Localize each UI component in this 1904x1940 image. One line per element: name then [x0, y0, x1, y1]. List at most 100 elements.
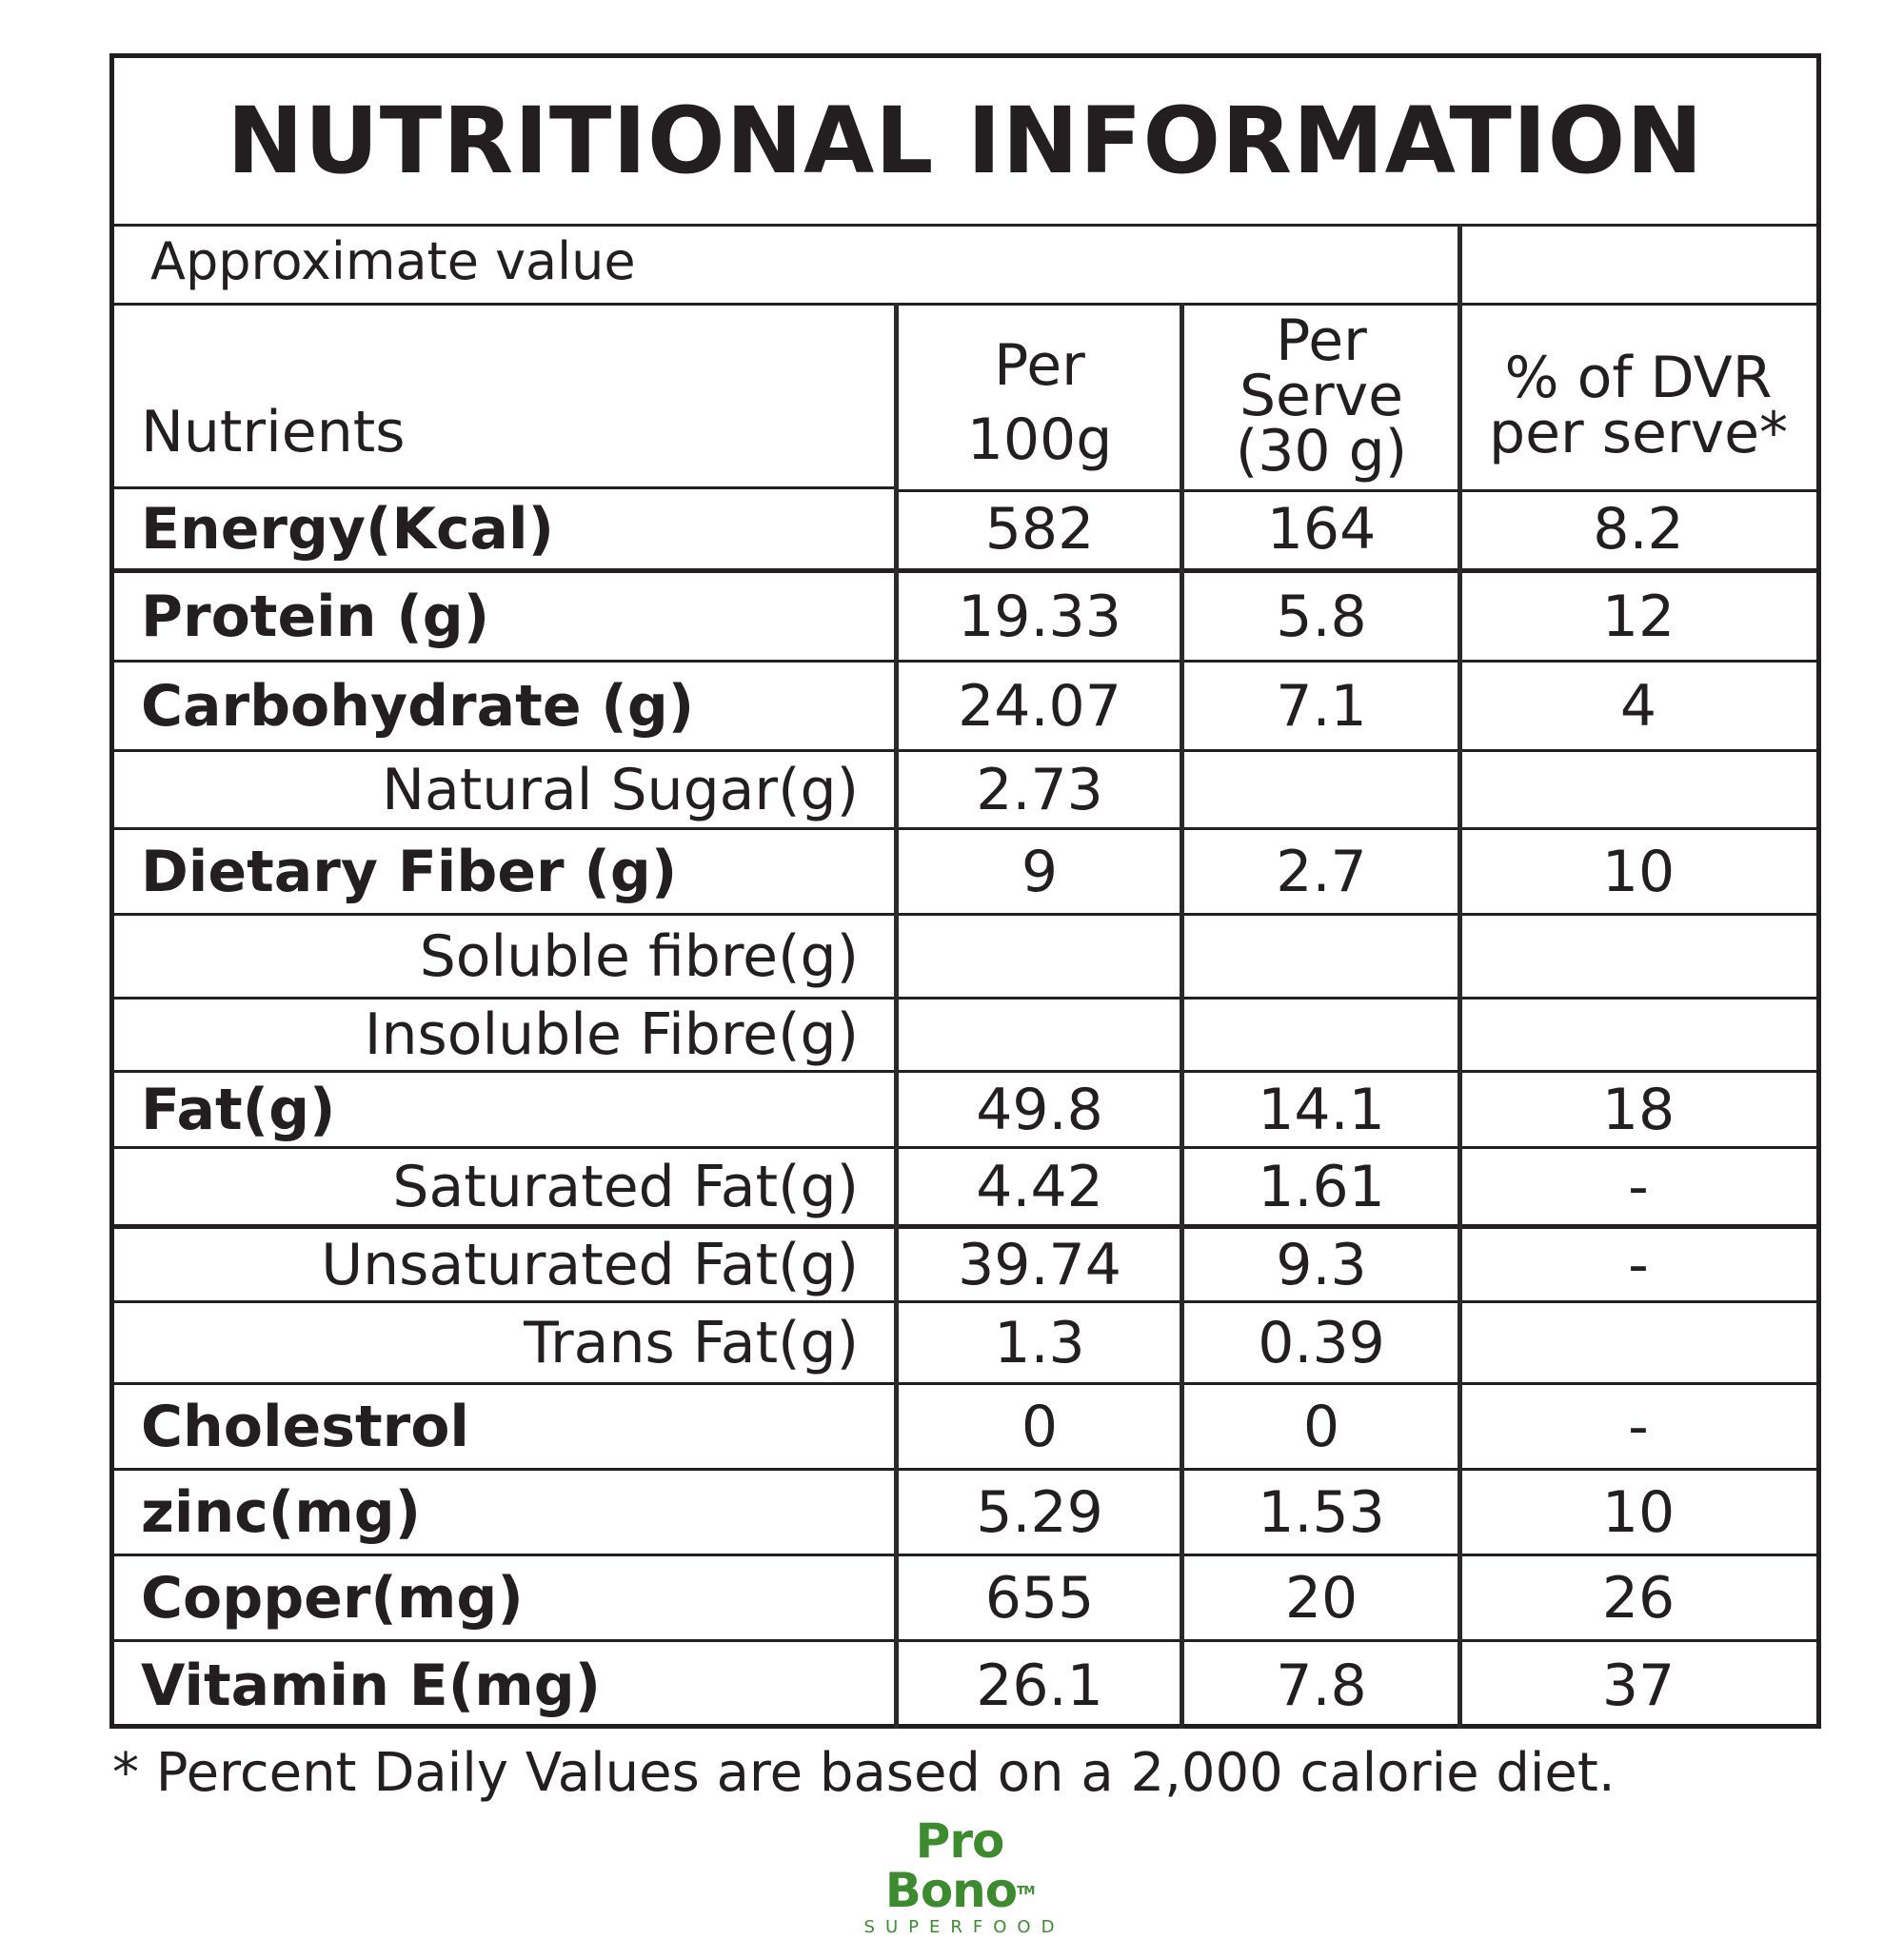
value-per-100g: 49.8 [976, 1076, 1103, 1143]
footnote: * Percent Daily Values are based on a 2,… [112, 1742, 1616, 1804]
nutrient-name: Carbohydrate (g) [141, 672, 695, 740]
value-dvr [1460, 1303, 1816, 1382]
table-row: zinc(mg) 5.29 1.53 10 [114, 1471, 1816, 1556]
value-dvr: 10 [1601, 838, 1676, 905]
value-per-serve: 20 [1284, 1564, 1359, 1632]
value-dvr: - [1628, 1393, 1649, 1460]
value-per-serve [1182, 752, 1460, 827]
table-row: Natural Sugar(g) 2.73 [114, 752, 1816, 830]
nutrient-name: Protein (g) [141, 583, 490, 650]
logo-sub-text: SUPERFOOD [863, 1917, 1065, 1937]
table-row: Unsaturated Fat(g) 39.74 9.3 - [114, 1229, 1816, 1303]
value-per-100g: 24.07 [958, 672, 1121, 740]
value-per-serve: 1.61 [1258, 1153, 1385, 1220]
table-row: Cholestrol 0 0 - [114, 1385, 1816, 1471]
table-row: Carbohydrate (g) 24.07 7.1 4 [114, 663, 1816, 752]
nutrient-name: Cholestrol [141, 1393, 469, 1460]
value-per-serve [1182, 1000, 1460, 1070]
value-dvr: 4 [1619, 672, 1657, 740]
value-per-100g [897, 1000, 1182, 1070]
table-row: Copper(mg) 655 20 26 [114, 1556, 1816, 1642]
table-row: Fat(g) 49.8 14.1 18 [114, 1073, 1816, 1149]
nutrient-name: Energy(Kcal) [141, 495, 555, 563]
approx-row: Approximate value [114, 224, 1816, 306]
logo-tm: TM [1017, 1884, 1035, 1897]
value-dvr [1460, 916, 1816, 997]
value-per-serve: 1.53 [1258, 1478, 1385, 1546]
header-per-100g: Per 100g [897, 303, 1182, 492]
table-row: Dietary Fiber (g) 9 2.7 10 [114, 830, 1816, 916]
brand-logo: Pro BonoTM SUPERFOOD [836, 1816, 1083, 1937]
value-per-serve: 9.3 [1276, 1231, 1367, 1298]
nutrient-name: Dietary Fiber (g) [141, 838, 678, 905]
value-dvr: 18 [1601, 1076, 1676, 1143]
logo-main-text: Pro Bono [884, 1813, 1018, 1918]
value-per-serve: 7.8 [1276, 1652, 1367, 1719]
header-per-serve-line1: Per [1276, 307, 1367, 374]
value-per-serve: 2.7 [1276, 838, 1367, 905]
header-per-100g-line2: 100g [966, 406, 1113, 473]
header-per-100g-line1: Per [994, 332, 1085, 399]
table-row: Soluble fibre(g) [114, 916, 1816, 1000]
column-divider-2 [1180, 303, 1184, 1729]
nutrient-name: Insoluble Fibre(g) [364, 1001, 859, 1068]
table-row: Insoluble Fibre(g) [114, 1000, 1816, 1073]
nutrient-name: Soluble fibre(g) [419, 922, 859, 990]
header-per-serve-line2: Serve [1239, 363, 1404, 429]
value-per-100g: 0 [1021, 1393, 1059, 1460]
value-per-serve: 0 [1302, 1393, 1340, 1460]
header-dvr-line1: % of DVR [1504, 345, 1773, 411]
value-dvr: - [1628, 1153, 1649, 1220]
value-per-serve: 0.39 [1258, 1309, 1385, 1376]
value-per-serve: 164 [1266, 495, 1377, 563]
header-per-serve: Per Serve (30 g) [1182, 303, 1460, 492]
nutrient-name: Natural Sugar(g) [382, 756, 859, 823]
column-divider-1 [894, 303, 899, 1729]
value-per-serve: 14.1 [1258, 1076, 1385, 1143]
nutrient-name: Copper(mg) [141, 1564, 524, 1632]
value-dvr: 12 [1601, 583, 1676, 650]
header-dvr-line2: per serve* [1488, 400, 1788, 466]
header-nutrients-label: Nutrients [141, 399, 406, 465]
header-dvr: % of DVR per serve* [1460, 303, 1816, 492]
table-row: Energy(Kcal) 582 164 8.2 [114, 489, 1816, 573]
value-dvr [1460, 752, 1816, 827]
value-per-100g: 4.42 [976, 1153, 1103, 1220]
panel-title: NUTRITIONAL INFORMATION [114, 58, 1816, 227]
value-per-100g: 655 [984, 1564, 1095, 1632]
value-dvr: 10 [1601, 1478, 1676, 1546]
table-row: Saturated Fat(g) 4.42 1.61 - [114, 1149, 1816, 1229]
column-divider-3 [1458, 224, 1462, 1729]
value-dvr: 26 [1601, 1564, 1676, 1632]
value-per-100g: 1.3 [994, 1309, 1085, 1376]
value-per-100g: 9 [1021, 838, 1059, 905]
value-per-serve [1182, 916, 1460, 997]
table-row: Trans Fat(g) 1.3 0.39 [114, 1303, 1816, 1385]
table-row: Vitamin E(mg) 26.1 7.8 37 [114, 1642, 1816, 1729]
nutrient-name: Trans Fat(g) [524, 1309, 859, 1376]
nutrient-name: Fat(g) [141, 1076, 336, 1143]
nutrient-name: Saturated Fat(g) [392, 1153, 859, 1220]
table-row: Protein (g) 19.33 5.8 12 [114, 573, 1816, 663]
nutrient-name: Unsaturated Fat(g) [321, 1231, 859, 1298]
nutrient-name: Vitamin E(mg) [141, 1652, 602, 1719]
value-dvr: 8.2 [1593, 495, 1684, 563]
nutrient-rows: Energy(Kcal) 582 164 8.2 Protein (g) 19.33 5.8… [114, 489, 1816, 1729]
nutrition-panel: NUTRITIONAL INFORMATION Approximate valu… [109, 53, 1821, 1729]
header-per-serve-line3: (30 g) [1235, 418, 1408, 485]
value-per-100g: 26.1 [976, 1652, 1103, 1719]
value-per-serve: 7.1 [1276, 672, 1367, 740]
value-dvr: - [1628, 1231, 1649, 1298]
value-dvr: 37 [1601, 1652, 1676, 1719]
value-dvr [1460, 1000, 1816, 1070]
value-per-100g: 582 [984, 495, 1095, 563]
value-per-serve: 5.8 [1276, 583, 1367, 650]
value-per-100g: 2.73 [976, 756, 1103, 823]
value-per-100g: 19.33 [958, 583, 1121, 650]
nutrient-name: zinc(mg) [141, 1478, 422, 1546]
value-per-100g: 39.74 [958, 1231, 1121, 1298]
value-per-100g [897, 916, 1182, 997]
header-nutrients: Nutrients [114, 303, 897, 489]
value-per-100g: 5.29 [976, 1478, 1103, 1546]
approx-label: Approximate value [150, 231, 636, 291]
